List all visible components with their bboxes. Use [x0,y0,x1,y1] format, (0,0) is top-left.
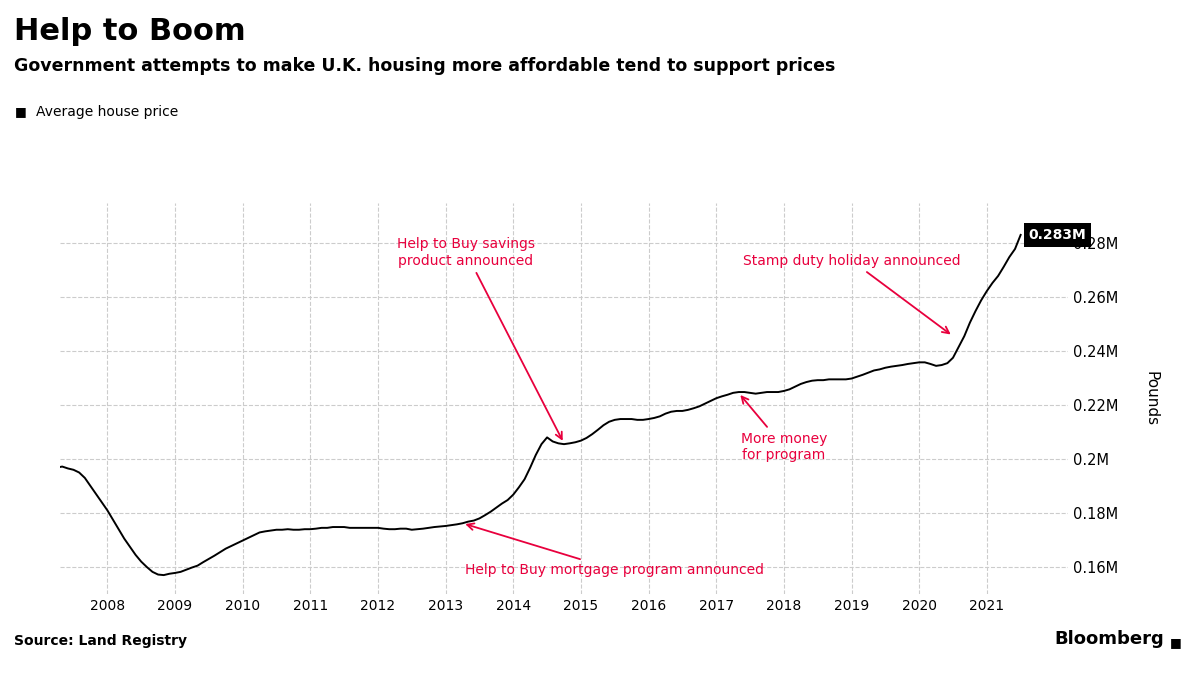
Text: ■: ■ [1170,637,1182,649]
Y-axis label: Pounds: Pounds [1144,371,1158,426]
Text: Bloomberg: Bloomberg [1055,630,1164,648]
Text: 0.283M: 0.283M [1028,228,1086,242]
Text: Help to Buy savings
product announced: Help to Buy savings product announced [397,238,562,439]
Text: Source: Land Registry: Source: Land Registry [14,634,187,648]
Text: Stamp duty holiday announced: Stamp duty holiday announced [743,254,960,333]
Text: Help to Boom: Help to Boom [14,17,246,46]
Text: ■: ■ [14,105,26,117]
Text: Government attempts to make U.K. housing more affordable tend to support prices: Government attempts to make U.K. housing… [14,57,835,76]
Text: More money
for program: More money for program [740,396,827,462]
Text: Help to Buy mortgage program announced: Help to Buy mortgage program announced [466,523,764,576]
Text: Average house price: Average house price [36,105,179,119]
